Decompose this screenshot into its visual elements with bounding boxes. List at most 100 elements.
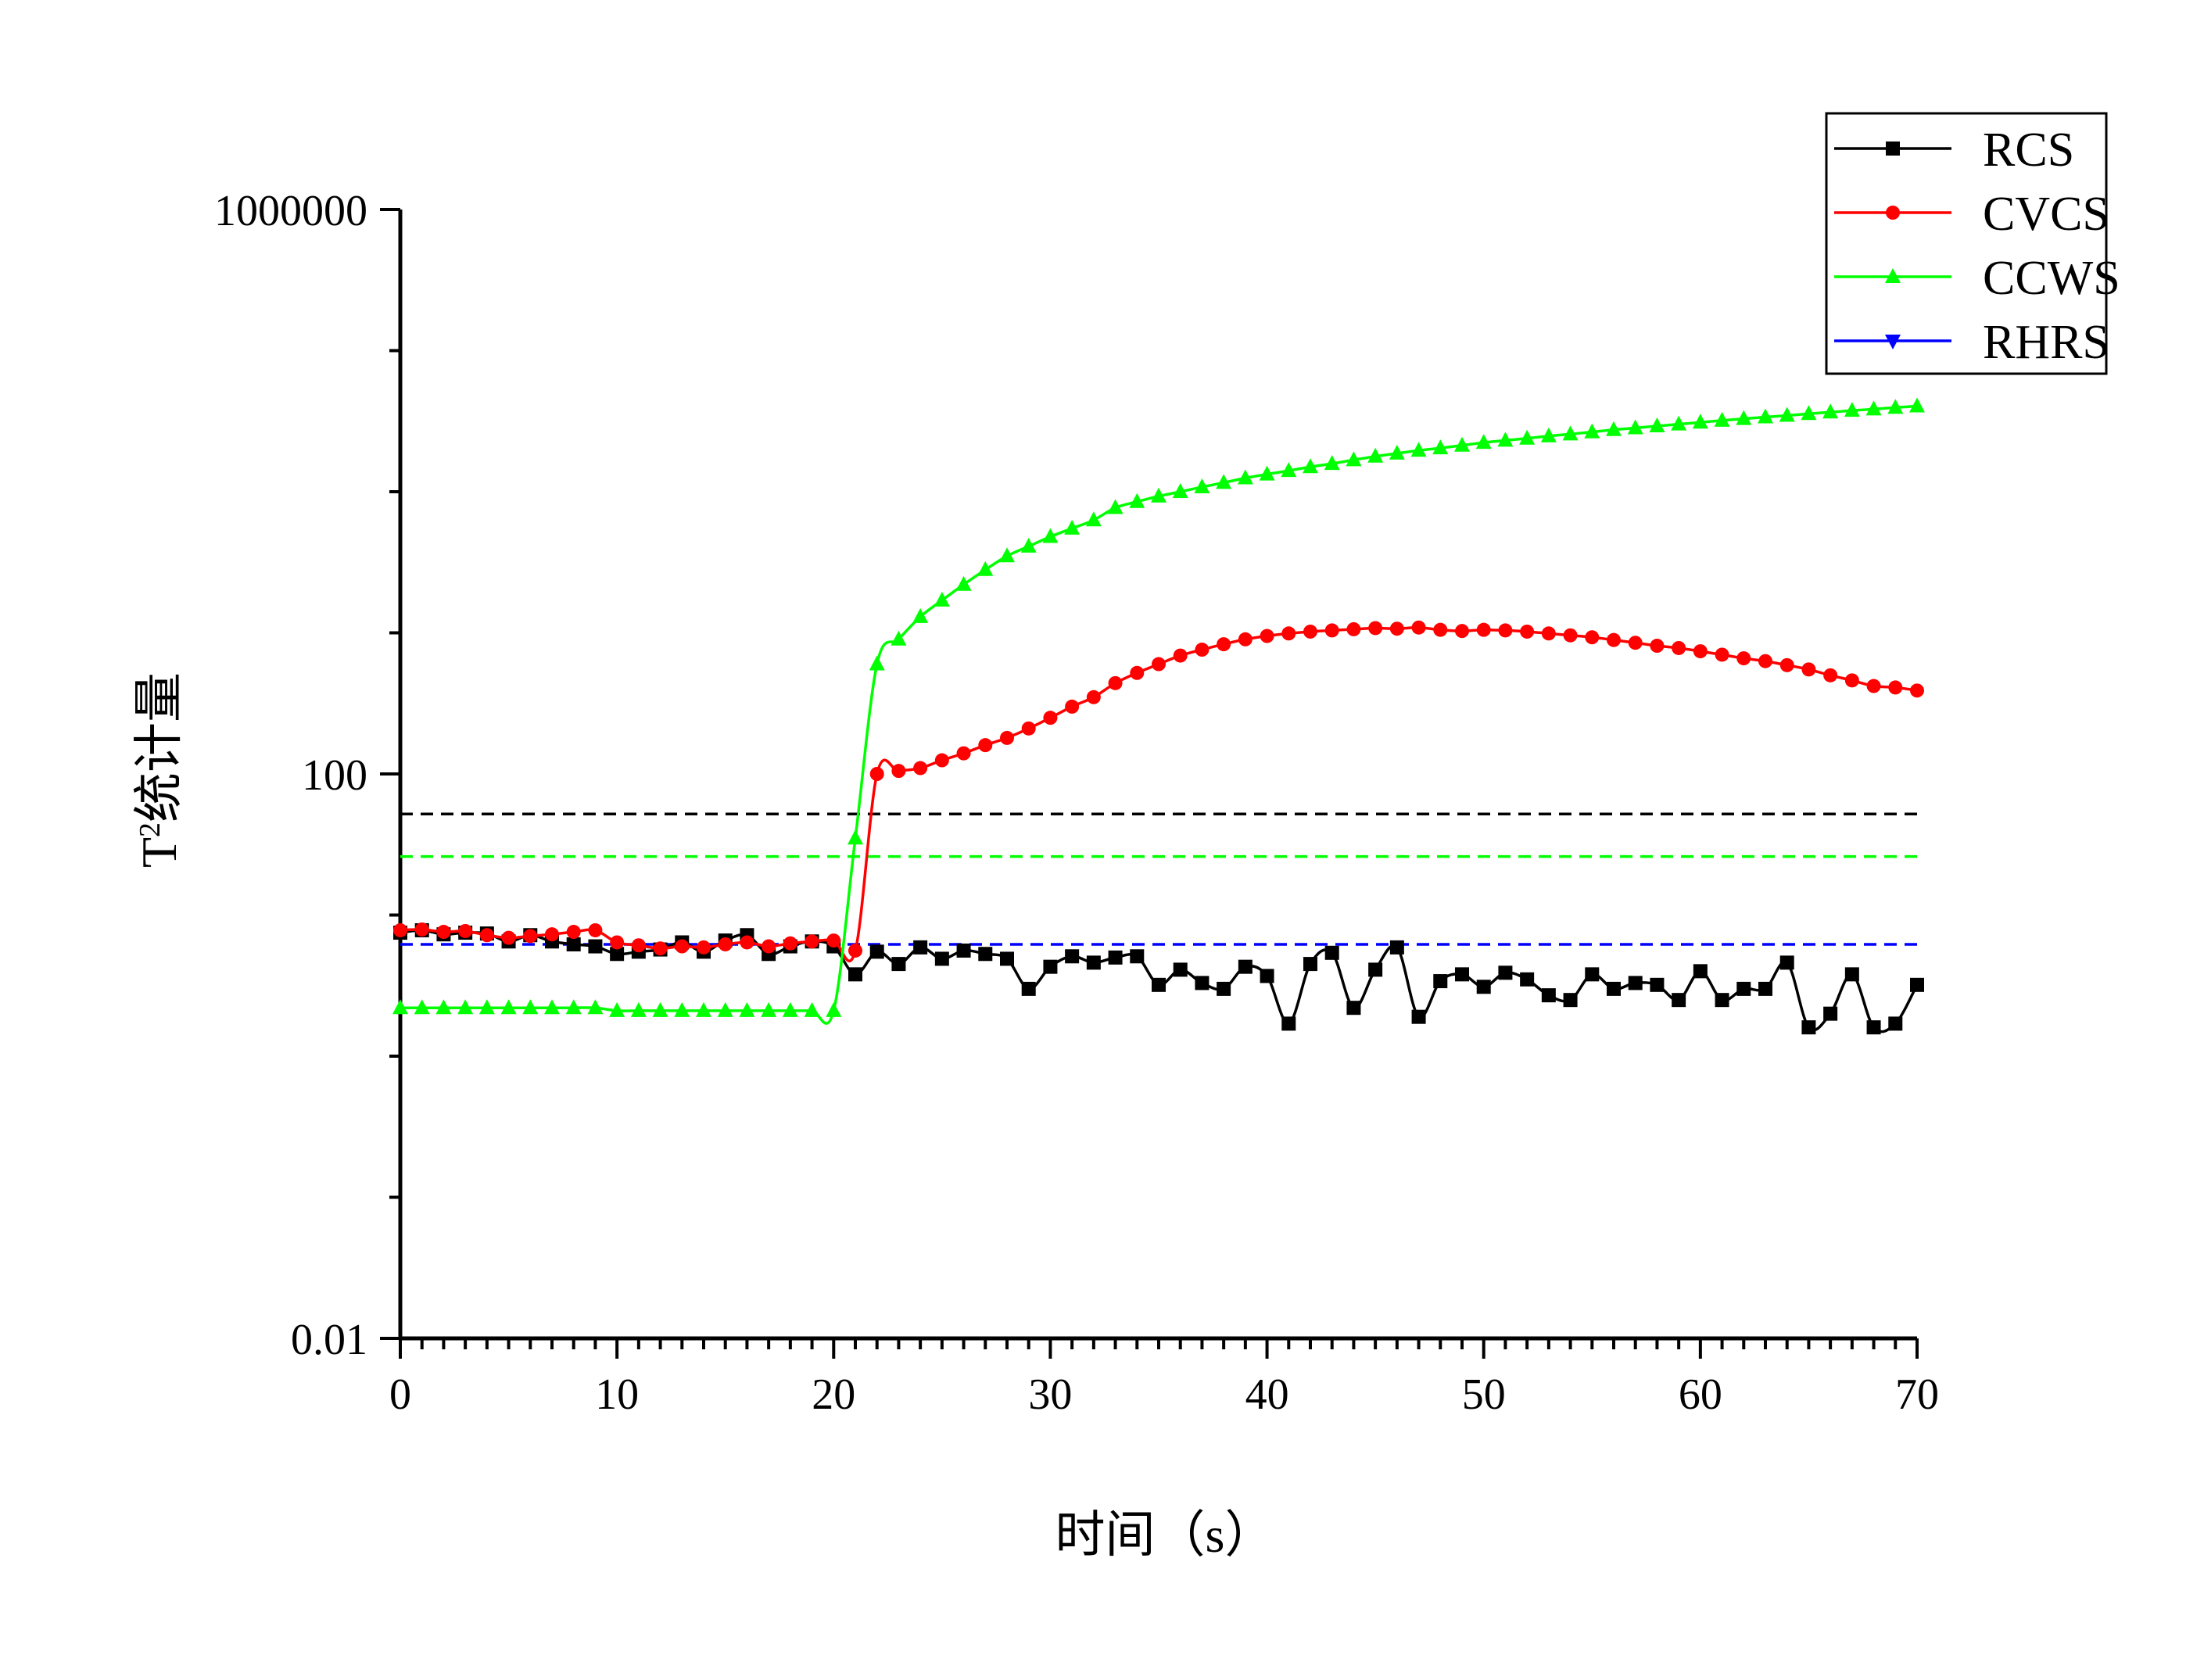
data-point [522,999,539,1015]
data-point [1259,465,1275,481]
data-point [978,947,993,962]
data-point [1065,699,1080,714]
data-point [1692,414,1708,429]
data-point [1715,647,1729,662]
data-point [955,575,972,591]
data-point [1649,417,1665,432]
data-point [1693,964,1708,979]
data-point [1563,628,1578,643]
data-point [1130,949,1145,964]
data-point [956,943,971,958]
y-axis-title-main: T [131,837,187,868]
data-point [1497,432,1514,447]
data-point [696,1001,711,1017]
data-point [1628,976,1643,990]
data-point [1584,423,1600,439]
data-point [1910,683,1924,698]
data-point [934,753,949,768]
data-point [479,928,494,943]
series-cvcs [393,620,1924,962]
data-point [1736,651,1751,666]
data-point [588,922,603,937]
data-point [1714,411,1730,427]
data-point [1021,721,1036,736]
data-point [392,999,408,1015]
data-point [1389,621,1404,636]
data-point [1260,969,1274,983]
data-point [1152,977,1166,992]
x-axis-title: 时间（s） [1055,1507,1275,1563]
data-point [1823,1006,1838,1021]
data-point [1866,679,1881,693]
y-tick-label: 1000000 [214,187,367,235]
data-point [1650,639,1665,654]
data-point [1886,141,1900,156]
data-point [1519,429,1536,445]
data-point [1540,427,1557,442]
data-point [1520,624,1535,639]
data-point [848,829,863,845]
data-point [1389,940,1404,955]
legend-label: RHRS [1983,316,2109,369]
data-point [414,922,429,937]
data-point [630,1001,647,1017]
data-point [1216,474,1232,489]
data-point [1866,1020,1881,1035]
data-point [1779,955,1794,970]
data-point [566,937,581,951]
data-point [999,547,1015,563]
data-point [609,1001,625,1017]
data-point [1585,967,1600,982]
data-point [1346,621,1361,636]
data-point [1779,657,1794,672]
data-point [1129,493,1145,508]
data-point [1195,643,1210,657]
data-point [544,999,560,1015]
data-point [1217,637,1231,652]
legend-label: CVCS [1983,188,2109,241]
data-point [1476,980,1491,994]
data-point [869,767,884,781]
data-point [717,1001,733,1017]
data-point [697,940,711,955]
svg-text:T2统计量: T2统计量 [131,672,187,868]
data-point [934,591,950,607]
data-point [1000,730,1014,745]
data-point [826,933,841,948]
data-point [610,935,625,950]
data-point [1671,415,1687,431]
data-point [1758,408,1773,424]
data-point [478,999,495,1015]
data-point [956,746,971,761]
data-point [934,951,949,966]
data-point [1151,487,1167,503]
data-point [1455,624,1469,639]
data-point [913,761,928,776]
data-point [1173,962,1188,977]
data-point [653,941,668,956]
data-point [1736,981,1751,996]
data-point [1498,623,1513,638]
data-point [652,1001,668,1017]
data-point [1064,519,1080,535]
data-point [1368,621,1383,636]
data-point [1217,981,1231,996]
data-point [1065,949,1080,964]
data-point [1779,407,1795,422]
legend-entry-cvcs: CVCS [1834,188,2109,241]
y-axis-title-superscript: 2 [134,822,167,837]
data-point [1801,662,1816,677]
data-point [1758,654,1772,668]
data-point [1455,967,1469,982]
data-point [457,999,474,1015]
data-point [1324,945,1339,960]
data-point [1454,436,1470,452]
data-point [674,1001,690,1017]
data-point [1281,626,1296,641]
data-point [1411,1009,1426,1024]
data-point [1346,451,1362,467]
data-point [1303,957,1317,972]
data-point [1021,981,1036,996]
legend-entry-ccws: CCWS [1834,252,2120,305]
series-line [400,625,1918,962]
